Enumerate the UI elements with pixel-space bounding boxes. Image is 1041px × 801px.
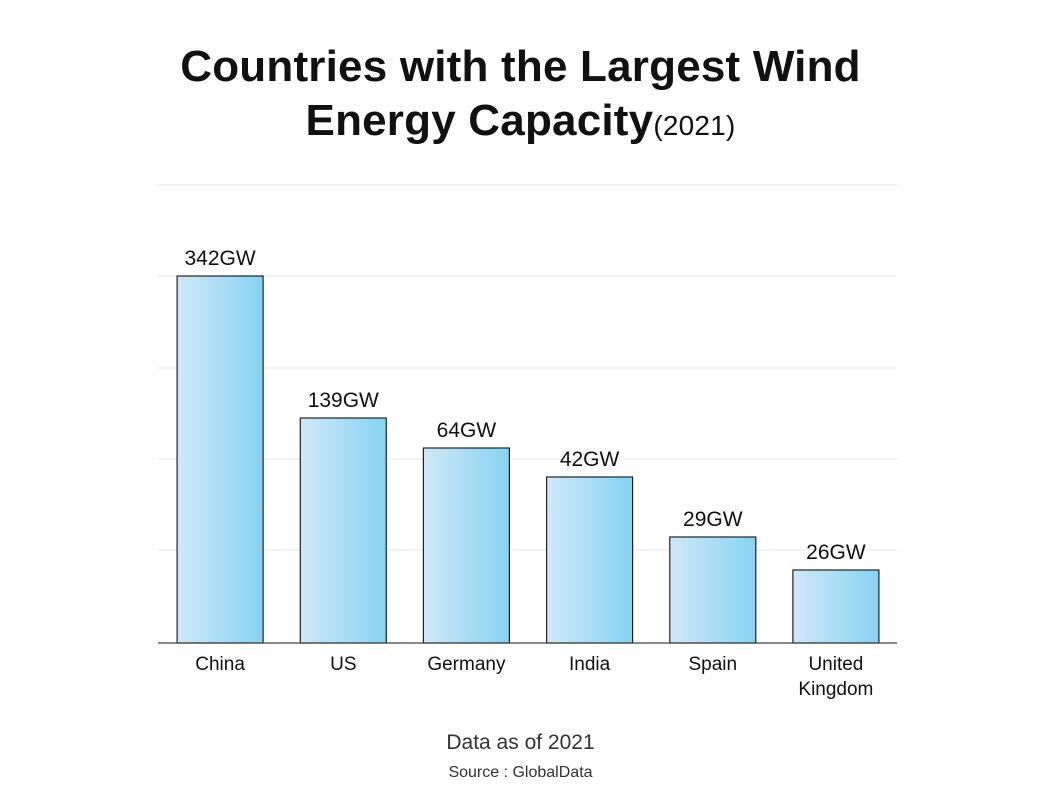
bar-us xyxy=(299,417,387,644)
category-label: Germany xyxy=(427,654,506,675)
source-note: Source : GlobalData xyxy=(448,764,593,781)
chart-title-line-1: Countries with the Largest Wind xyxy=(180,42,861,91)
bar-united-kingdom xyxy=(792,569,880,644)
bar-value-label: 342GW xyxy=(184,247,255,270)
category-label: Spain xyxy=(688,654,737,675)
bar-china xyxy=(176,275,264,644)
chart-title-line-2: Energy Capacity(2021) xyxy=(0,94,1041,153)
bar-value-label: 29GW xyxy=(683,508,743,531)
bar-value-label: 42GW xyxy=(560,448,620,471)
bar-value-label: 139GW xyxy=(308,389,379,412)
chart-title: Countries with the Largest Wind Energy C… xyxy=(0,40,1041,153)
bars xyxy=(176,275,880,644)
chart-title-year: (2021) xyxy=(653,110,736,141)
gridlines xyxy=(158,184,897,551)
category-labels: China US Germany India Spain United Kingdom xyxy=(195,654,873,700)
bar-india xyxy=(545,476,634,644)
value-labels: 342GW 139GW 64GW 42GW 29GW 26GW xyxy=(184,247,865,564)
chart-title-main: Energy Capacity xyxy=(305,96,654,145)
category-label: United Kingdom xyxy=(798,654,873,700)
category-label: India xyxy=(569,654,611,675)
bar-spain xyxy=(669,536,757,644)
category-label: US xyxy=(330,654,356,675)
bar-value-label: 26GW xyxy=(806,541,866,564)
bar-value-label: 64GW xyxy=(437,419,497,442)
category-label: China xyxy=(195,654,245,675)
data-note: Data as of 2021 xyxy=(446,731,595,754)
bar-germany xyxy=(422,447,510,644)
